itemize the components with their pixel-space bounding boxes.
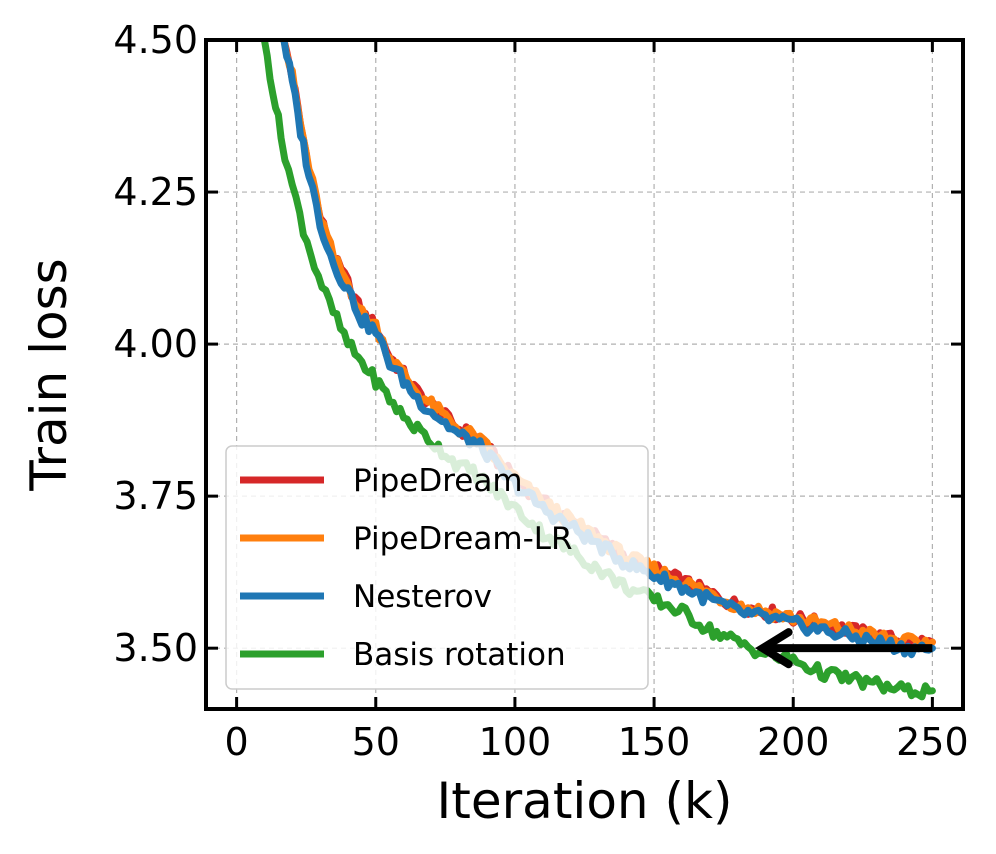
plot-frame <box>204 38 965 711</box>
x-axis-label: Iteration (k) <box>437 772 733 830</box>
y-tick-label: 3.75 <box>113 474 198 518</box>
x-tick-label: 250 <box>896 720 969 764</box>
tick-layer: 0 50 100 150 200 250 3.50 3.75 4.00 4.25 4.50 <box>113 18 968 764</box>
legend-box <box>225 445 649 690</box>
legend-item: PipeDream <box>240 463 523 499</box>
legend-label: Basis rotation <box>353 637 566 673</box>
y-tick-label: 4.25 <box>113 170 198 214</box>
legend-item: Nesterov <box>240 579 492 615</box>
y-axis-label: Train loss <box>20 258 78 491</box>
y-tick-label: 3.50 <box>113 626 198 670</box>
x-tick-label: 200 <box>757 720 830 764</box>
y-tick-label: 4.00 <box>113 322 198 366</box>
x-tick-label: 150 <box>618 720 691 764</box>
y-tick-label: 4.50 <box>113 18 198 62</box>
legend-label: PipeDream-LR <box>353 521 573 557</box>
x-tick-label: 100 <box>479 720 552 764</box>
arrow-head-icon <box>754 628 793 669</box>
legend-item: PipeDream-LR <box>240 521 573 557</box>
legend: PipeDream PipeDream-LR Nesterov Basis rotat… <box>225 445 649 690</box>
legend-label: Nesterov <box>353 579 492 615</box>
legend-item: Basis rotation <box>240 637 566 673</box>
x-tick-label: 50 <box>352 720 400 764</box>
x-tick-label: 0 <box>225 720 249 764</box>
legend-label: PipeDream <box>353 463 523 499</box>
annotation-layer <box>754 628 933 669</box>
